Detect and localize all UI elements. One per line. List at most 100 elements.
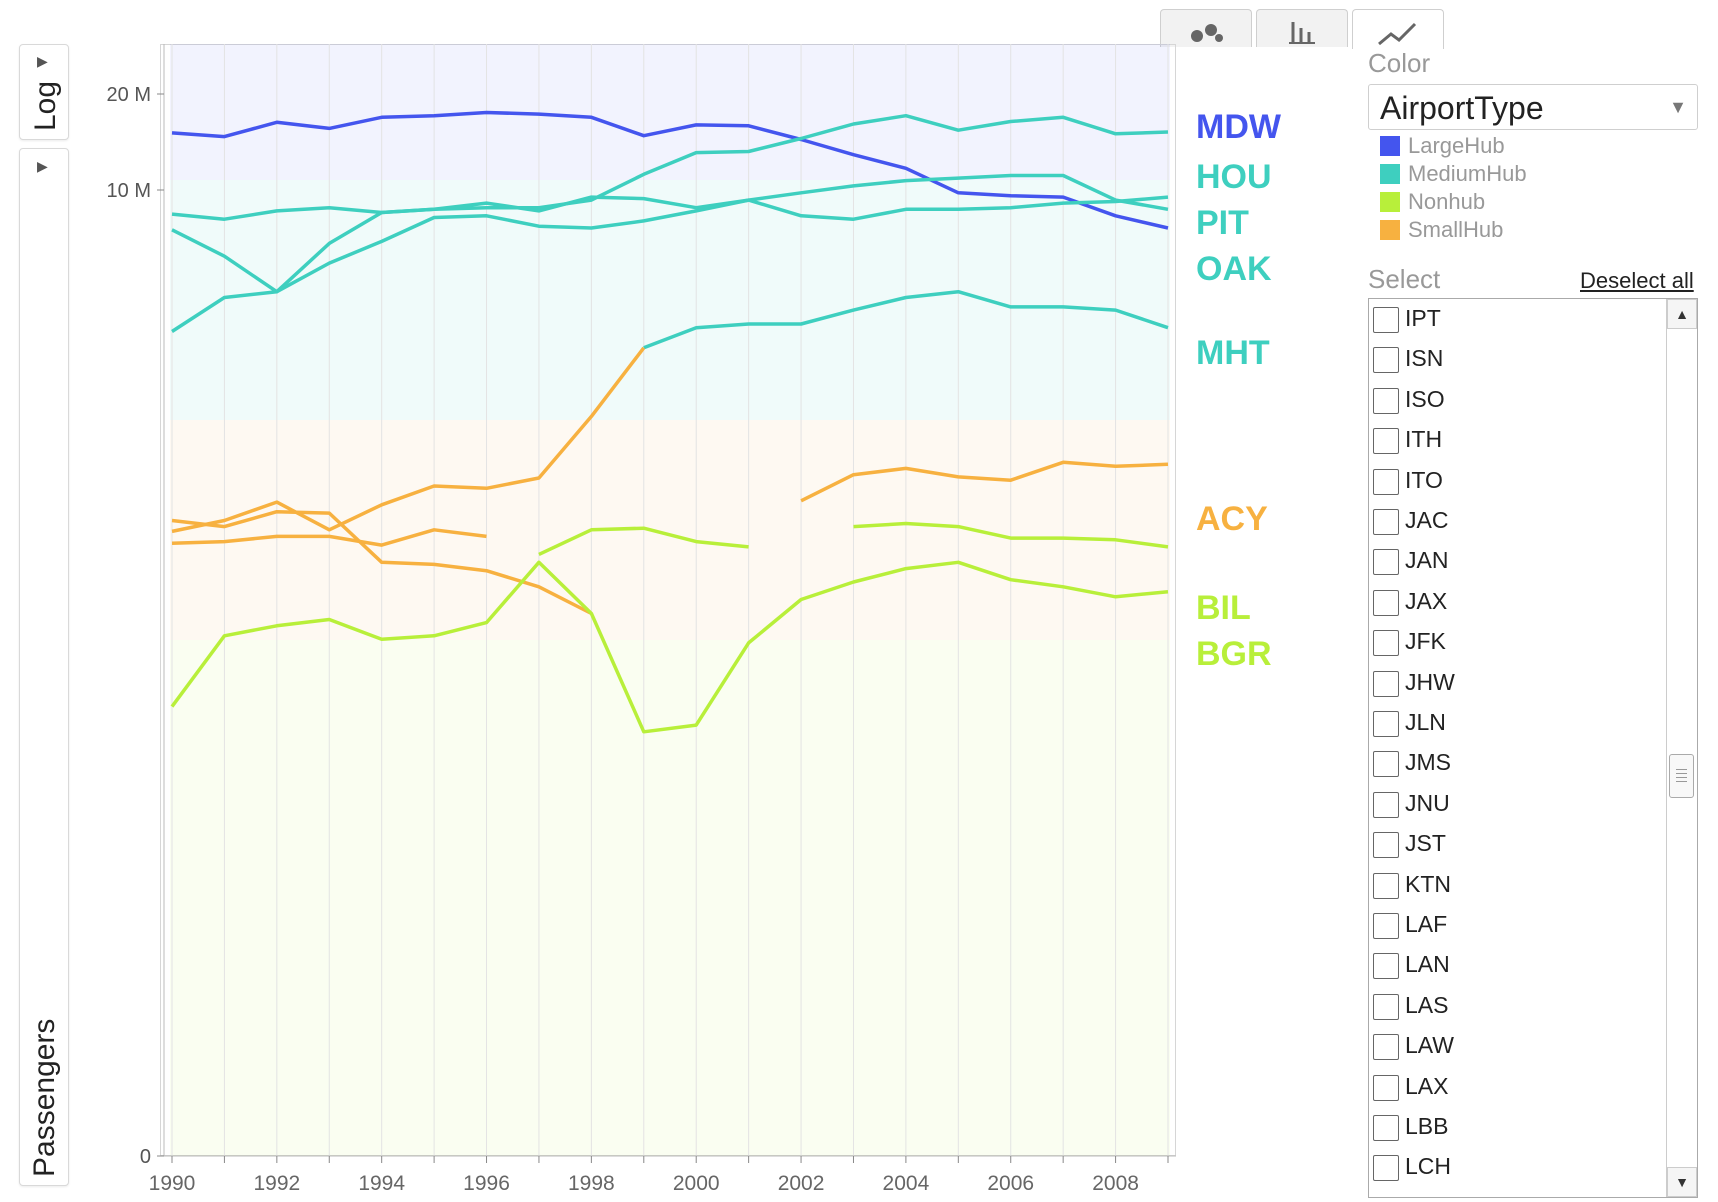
checkbox[interactable] bbox=[1373, 1155, 1399, 1182]
series-line-bgr bbox=[170, 560, 1169, 734]
list-item-las[interactable]: LAS bbox=[1369, 990, 1669, 1030]
series-line-acy-2 bbox=[800, 460, 1169, 503]
scroll-down-button[interactable]: ▼ bbox=[1667, 1167, 1697, 1197]
series-line-pit bbox=[171, 173, 1169, 294]
list-item-jms[interactable]: JMS bbox=[1369, 747, 1669, 787]
triangle-right-icon: ▶ bbox=[37, 158, 48, 174]
list-item-laf[interactable]: LAF bbox=[1369, 909, 1669, 949]
list-item-jhw[interactable]: JHW bbox=[1369, 667, 1669, 707]
series-line-oak bbox=[171, 195, 1169, 333]
checkbox[interactable] bbox=[1373, 953, 1399, 980]
airport-select-list[interactable]: IPT ISN ISO ITH ITO JAC JAN JAX JFK JHW JLN JMS JNU J… bbox=[1368, 298, 1698, 1198]
list-item-lax[interactable]: LAX bbox=[1369, 1071, 1669, 1111]
airport-code: JAC bbox=[1405, 507, 1449, 533]
checkbox[interactable] bbox=[1373, 428, 1399, 455]
airport-code: LCH bbox=[1405, 1153, 1452, 1180]
series-label-bil: BIL bbox=[1196, 589, 1251, 627]
checkbox[interactable] bbox=[1373, 468, 1399, 495]
list-item-ith[interactable]: ITH bbox=[1369, 424, 1669, 464]
list-item-lch[interactable]: LCH bbox=[1369, 1151, 1669, 1191]
x-tick-label: 2002 bbox=[778, 1172, 825, 1195]
list-item-jan[interactable]: JAN bbox=[1369, 545, 1669, 585]
list-item-law[interactable]: LAW bbox=[1369, 1030, 1669, 1070]
airport-code: JNU bbox=[1405, 789, 1450, 816]
legend-swatch bbox=[1380, 220, 1400, 240]
checkbox[interactable] bbox=[1373, 1074, 1399, 1101]
list-scrollbar[interactable]: ▲ ▼ bbox=[1666, 299, 1697, 1197]
scroll-thumb[interactable] bbox=[1669, 754, 1694, 798]
series-label-hou: HOU bbox=[1196, 158, 1272, 196]
list-item-isn[interactable]: ISN bbox=[1369, 343, 1669, 383]
checkbox[interactable] bbox=[1373, 993, 1399, 1020]
scroll-up-button[interactable]: ▲ bbox=[1667, 299, 1697, 329]
series-line-bil bbox=[853, 521, 1169, 549]
checkbox[interactable] bbox=[1373, 913, 1399, 939]
list-item-jnu[interactable]: JNU bbox=[1369, 788, 1669, 828]
list-item-lan[interactable]: LAN bbox=[1369, 949, 1669, 989]
log-scale-toggle[interactable]: ▶ Log bbox=[19, 44, 69, 140]
triangle-right-icon: ▶ bbox=[37, 53, 48, 69]
list-item-ktn[interactable]: KTN bbox=[1369, 869, 1669, 909]
background-density-band bbox=[170, 420, 1170, 640]
y-axis-selector[interactable]: ▶ Passengers bbox=[19, 148, 69, 1186]
x-tick-label: 2004 bbox=[883, 1172, 930, 1195]
chevron-down-icon: ▼ bbox=[1669, 97, 1687, 117]
checkbox[interactable] bbox=[1373, 387, 1399, 414]
list-item-ipt[interactable]: IPT bbox=[1369, 303, 1669, 343]
airport-code: JMS bbox=[1405, 749, 1451, 776]
checkbox[interactable] bbox=[1373, 1115, 1399, 1141]
checkbox[interactable] bbox=[1373, 791, 1399, 818]
series-label-oak: OAK bbox=[1196, 250, 1272, 288]
list-item-jln[interactable]: JLN bbox=[1369, 707, 1669, 747]
bubble-view-button[interactable] bbox=[1160, 9, 1252, 47]
airport-code: JST bbox=[1405, 830, 1446, 857]
bar-view-button[interactable] bbox=[1256, 9, 1348, 47]
checkbox[interactable] bbox=[1373, 307, 1399, 333]
airport-code: LAS bbox=[1405, 991, 1449, 1018]
line-chart-icon bbox=[1378, 22, 1417, 46]
color-dropdown[interactable]: AirportType ▼ bbox=[1368, 84, 1698, 130]
airport-code: JAN bbox=[1405, 547, 1449, 574]
y-tick-label: 10 M bbox=[107, 180, 151, 202]
background-density-band bbox=[170, 180, 1170, 420]
legend-label: MediumHub bbox=[1408, 161, 1527, 186]
list-item-iso[interactable]: ISO bbox=[1369, 384, 1669, 424]
airport-code: ITO bbox=[1405, 466, 1443, 493]
list-item-jst[interactable]: JST bbox=[1369, 828, 1669, 868]
series-line-mdw bbox=[171, 110, 1169, 230]
list-item-jfk[interactable]: JFK bbox=[1369, 626, 1669, 666]
deselect-all-link[interactable]: Deselect all bbox=[1580, 268, 1694, 293]
x-tick-label: 1998 bbox=[568, 1172, 615, 1195]
list-item-ito[interactable]: ITO bbox=[1369, 465, 1669, 505]
x-tick-label: 2008 bbox=[1092, 1172, 1139, 1195]
list-item-jax[interactable]: JAX bbox=[1369, 586, 1669, 626]
airport-code: KTN bbox=[1405, 870, 1451, 897]
checkbox[interactable] bbox=[1373, 509, 1399, 535]
checkbox[interactable] bbox=[1373, 630, 1399, 657]
checkbox[interactable] bbox=[1373, 347, 1399, 374]
checkbox[interactable] bbox=[1373, 832, 1399, 859]
x-tick-label: 1992 bbox=[253, 1172, 300, 1195]
checkbox[interactable] bbox=[1373, 751, 1399, 778]
checkbox[interactable] bbox=[1373, 711, 1399, 737]
checkbox[interactable] bbox=[1373, 872, 1399, 899]
airport-code: JHW bbox=[1405, 668, 1455, 695]
airport-code: LAX bbox=[1405, 1072, 1449, 1099]
legend-label: LargeHub bbox=[1408, 133, 1505, 158]
checkbox[interactable] bbox=[1373, 1034, 1399, 1061]
checkbox[interactable] bbox=[1373, 589, 1399, 616]
bubble-chart-icon bbox=[1191, 24, 1223, 42]
list-item-jac[interactable]: JAC bbox=[1369, 505, 1669, 545]
airport-code: ITH bbox=[1405, 426, 1443, 453]
x-tick-label: 2000 bbox=[673, 1172, 720, 1195]
checkbox[interactable] bbox=[1373, 549, 1399, 576]
airport-code: LAW bbox=[1405, 1032, 1454, 1059]
checkbox[interactable] bbox=[1373, 670, 1399, 697]
line-view-button[interactable] bbox=[1352, 9, 1444, 49]
x-tick-label: 2006 bbox=[987, 1172, 1034, 1195]
list-item-lbb[interactable]: LBB bbox=[1369, 1111, 1669, 1151]
airport-code: LAN bbox=[1405, 951, 1450, 978]
color-dropdown-value: AirportType bbox=[1380, 90, 1544, 126]
airport-code: LBB bbox=[1405, 1113, 1449, 1139]
